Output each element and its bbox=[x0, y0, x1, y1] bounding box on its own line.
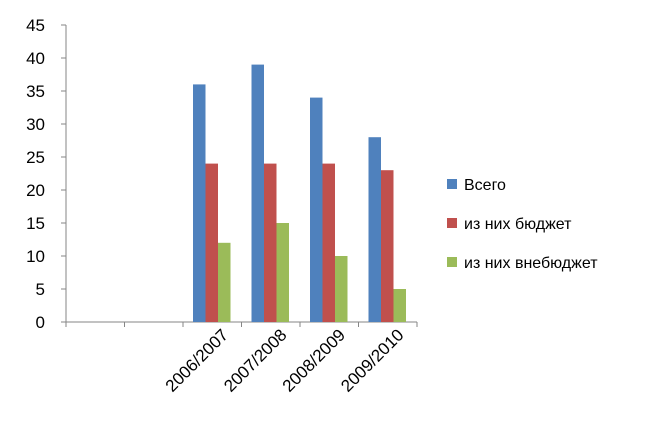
y-tick-label: 25 bbox=[26, 148, 45, 167]
y-tick-label: 40 bbox=[26, 49, 45, 68]
y-tick-label: 15 bbox=[26, 214, 45, 233]
legend: Всего из них бюджет из них внебюджет bbox=[447, 177, 598, 272]
legend-label: из них бюджет bbox=[464, 216, 572, 233]
legend-swatch bbox=[447, 218, 457, 228]
bars bbox=[193, 64, 406, 323]
y-tick-label: 20 bbox=[26, 181, 45, 200]
bar-3-4 bbox=[276, 223, 289, 322]
y-tick-label: 30 bbox=[26, 115, 45, 134]
y-tick-label: 5 bbox=[36, 280, 45, 299]
legend-swatch bbox=[447, 257, 457, 267]
legend-label: из них внебюджет bbox=[464, 255, 598, 272]
bar-2-6 bbox=[381, 170, 394, 322]
bar-3-3 bbox=[218, 242, 231, 322]
y-tick-label: 10 bbox=[26, 247, 45, 266]
x-tick-label: 2009/2010 bbox=[337, 325, 407, 395]
bar-1-4 bbox=[251, 64, 264, 322]
x-tick-label: 2006/2007 bbox=[162, 325, 232, 395]
y-tick-label: 35 bbox=[26, 82, 45, 101]
x-tick-label: 2007/2008 bbox=[220, 325, 290, 395]
bar-2-3 bbox=[205, 163, 218, 322]
bar-1-5 bbox=[310, 97, 323, 322]
y-tick-label: 0 bbox=[36, 313, 45, 332]
bar-2-4 bbox=[264, 163, 277, 322]
bar-1-6 bbox=[368, 137, 381, 322]
bar-3-6 bbox=[393, 289, 406, 322]
x-tick-label: 2008/2009 bbox=[279, 325, 349, 395]
bar-3-5 bbox=[335, 256, 348, 322]
bar-1-3 bbox=[193, 84, 206, 323]
legend-swatch bbox=[447, 179, 457, 189]
legend-label: Всего bbox=[464, 177, 506, 194]
axes bbox=[61, 24, 418, 327]
bar-2-5 bbox=[322, 163, 335, 322]
y-tick-label: 45 bbox=[26, 16, 45, 35]
